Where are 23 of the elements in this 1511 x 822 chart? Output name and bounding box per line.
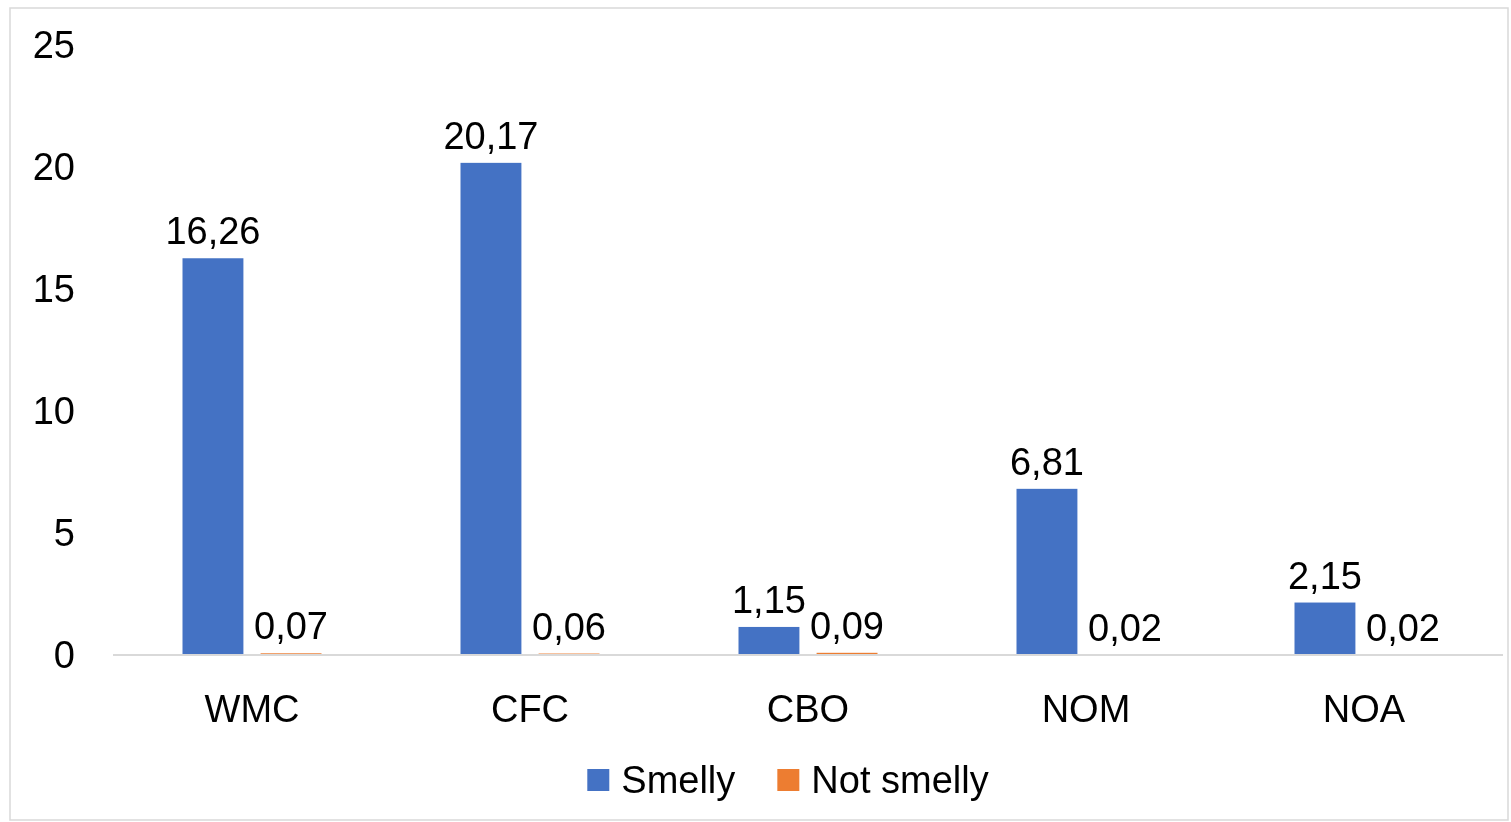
legend-label: Not smelly: [811, 759, 989, 802]
data-label: 0,09: [810, 604, 885, 647]
y-tick-label: 10: [32, 389, 75, 432]
y-tick-label: 20: [32, 145, 75, 188]
y-tick-label: 0: [53, 633, 75, 676]
data-label: 6,81: [1009, 440, 1084, 483]
data-label: 1,15: [731, 578, 806, 621]
y-tick-label: 25: [32, 23, 75, 66]
data-label: 20,17: [443, 114, 539, 157]
data-label: 2,15: [1287, 554, 1362, 597]
x-tick-label: CFC: [490, 687, 570, 730]
x-tick-label: NOM: [1041, 687, 1131, 730]
data-label: 0,02: [1366, 606, 1441, 649]
x-tick-label: NOA: [1322, 687, 1406, 730]
y-tick-label: 5: [53, 511, 75, 554]
y-tick-label: 15: [32, 267, 75, 310]
data-label: 0,07: [254, 605, 329, 648]
legend-label: Smelly: [621, 759, 736, 802]
data-label: 16,26: [165, 210, 261, 253]
x-tick-label: WMC: [204, 687, 300, 730]
data-label: 0,02: [1088, 606, 1163, 649]
data-label: 0,06: [532, 605, 607, 648]
x-tick-label: CBO: [766, 687, 850, 730]
